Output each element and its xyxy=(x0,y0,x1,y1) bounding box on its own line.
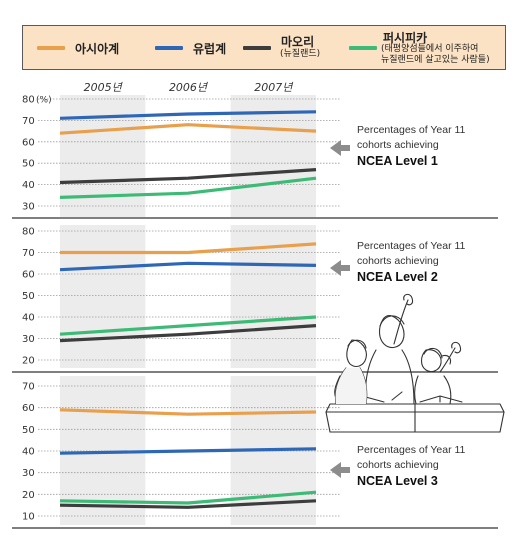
annotation-level-1-line1: Percentages of Year 11 xyxy=(357,124,466,136)
series-line-level-3-2 xyxy=(59,447,317,455)
illustration-stroke-2 xyxy=(347,339,367,349)
y-unit-label: (%) xyxy=(36,96,52,106)
legend-item-european: 유럽계 xyxy=(155,26,255,71)
series-line-level-2-3 xyxy=(59,324,317,343)
illustration-stroke-1 xyxy=(346,339,367,367)
legend-label-pasifika: 퍼시피카 xyxy=(383,31,428,45)
year-band-level-1-3 xyxy=(230,95,316,217)
y-tick-level-1-70: 70 xyxy=(22,116,35,127)
illustration-stroke-12 xyxy=(414,375,452,405)
year-label-2: 2006년 xyxy=(169,81,209,94)
legend-label-european: 유럽계 xyxy=(193,42,227,56)
series-line-level-1-1 xyxy=(59,123,317,135)
y-tick-level-2-20: 20 xyxy=(22,356,35,367)
y-tick-level-3-60: 60 xyxy=(22,403,35,414)
legend-sublabel-pasifika-line2: 뉴질랜드에 살고있는 사람들) xyxy=(381,55,490,65)
legend-swatch-european xyxy=(155,46,183,50)
legend-label-maori: 마오리 xyxy=(281,35,315,49)
legend-sublabel-pasifika-line1: (태평양섬들에서 이주하여 xyxy=(381,44,479,54)
y-tick-level-1-60: 60 xyxy=(22,137,35,148)
legend-item-asian: 아시아계 xyxy=(37,26,147,71)
y-tick-level-3-50: 50 xyxy=(22,425,35,436)
series-line-level-1-3 xyxy=(59,168,317,185)
arrow-icon-level-1 xyxy=(330,140,350,156)
y-tick-level-3-20: 20 xyxy=(22,490,35,501)
annotation-level-3-line3: NCEA Level 3 xyxy=(357,474,438,488)
illustration-fill-left xyxy=(335,368,367,404)
y-tick-level-1-50: 50 xyxy=(22,159,35,170)
annotation-level-2-line2: cohorts achieving xyxy=(357,255,439,267)
annotation-level-1-line2: cohorts achieving xyxy=(357,139,439,151)
legend-label-asian: 아시아계 xyxy=(75,42,120,56)
year-label-3: 2007년 xyxy=(254,81,294,94)
series-line-level-3-4 xyxy=(59,490,317,505)
annotation-level-2-line1: Percentages of Year 11 xyxy=(357,240,466,252)
y-tick-level-2-30: 30 xyxy=(22,334,35,345)
illustration-stroke-5 xyxy=(378,315,405,349)
y-tick-level-2-70: 70 xyxy=(22,248,35,259)
arrow-icon-level-3 xyxy=(330,462,350,478)
legend-item-maori: 마오리 (뉴질랜드) xyxy=(243,26,353,71)
panel-level-1: 30 40 50 60 70 80 (%) Percentages of Year 11 coh… xyxy=(12,95,498,219)
illustration-stroke-14 xyxy=(325,403,505,433)
year-band-level-2-1 xyxy=(60,225,146,368)
illustration-stroke-6 xyxy=(379,315,405,327)
y-tick-level-1-40: 40 xyxy=(22,180,35,191)
year-label-1: 2005년 xyxy=(84,81,124,94)
series-line-level-2-1 xyxy=(60,242,317,255)
legend-swatch-maori xyxy=(243,46,271,50)
illustration-stroke-11 xyxy=(439,341,462,373)
series-line-level-2-2 xyxy=(59,261,317,272)
illustration-stroke-17 xyxy=(419,395,463,403)
series-line-level-3-3 xyxy=(59,499,317,509)
y-tick-level-3-40: 40 xyxy=(22,447,35,458)
y-tick-level-1-30: 30 xyxy=(22,202,35,213)
panel-level-3: 10 20 30 40 50 60 70 Percentages of Year 11 coho… xyxy=(12,376,498,529)
illustration-stroke-18 xyxy=(391,391,403,401)
series-line-level-1-2 xyxy=(59,110,317,120)
annotation-level-3-line1: Percentages of Year 11 xyxy=(357,444,466,456)
legend-swatch-pasifika xyxy=(349,46,377,50)
year-band-level-1-1 xyxy=(60,95,146,217)
y-tick-level-3-10: 10 xyxy=(22,512,35,523)
series-line-level-1-4 xyxy=(59,176,317,199)
annotation-level-1-line3: NCEA Level 1 xyxy=(357,154,438,168)
y-tick-level-2-60: 60 xyxy=(22,270,35,281)
y-tick-level-2-40: 40 xyxy=(22,313,35,324)
legend-sublabel-maori: (뉴질랜드) xyxy=(280,49,321,59)
illustration-stroke-8 xyxy=(364,349,415,405)
series-line-level-2-4 xyxy=(59,315,317,336)
legend: 아시아계 유럽계 마오리 (뉴질랜드) 퍼시피카 (태평양섬들에서 이주하여 뉴… xyxy=(22,25,506,70)
series-line-level-3-1 xyxy=(59,408,317,416)
y-tick-level-2-80: 80 xyxy=(22,227,35,238)
legend-swatch-asian xyxy=(37,46,65,50)
arrow-icon-level-2 xyxy=(330,260,350,276)
annotation-level-3-line2: cohorts achieving xyxy=(357,459,439,471)
y-tick-level-3-30: 30 xyxy=(22,468,35,479)
annotation-level-2-line3: NCEA Level 2 xyxy=(357,270,438,284)
students-illustration xyxy=(325,293,505,433)
panel-level-2: 20 30 40 50 60 70 80 Percentages of Year 11 coho… xyxy=(12,225,498,373)
legend-item-pasifika: 퍼시피카 (태평양섬들에서 이주하여 뉴질랜드에 살고있는 사람들) xyxy=(349,26,509,71)
y-tick-level-2-50: 50 xyxy=(22,291,35,302)
y-tick-level-1-80: 80 xyxy=(22,95,35,106)
illustration-stroke-7 xyxy=(393,293,414,345)
y-tick-level-3-70: 70 xyxy=(22,382,35,393)
illustration-stroke-9 xyxy=(420,349,442,373)
